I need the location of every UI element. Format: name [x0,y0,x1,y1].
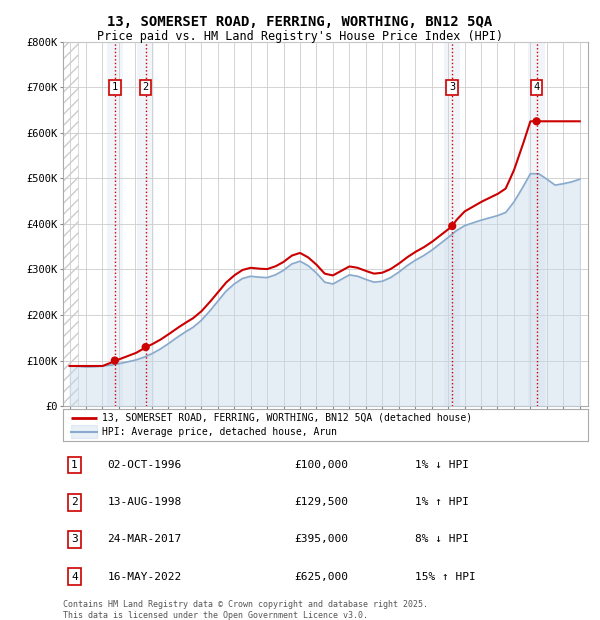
Text: 1% ↑ HPI: 1% ↑ HPI [415,497,469,507]
Text: £395,000: £395,000 [294,534,348,544]
Bar [107,42,123,406]
Text: 4: 4 [71,572,78,582]
Text: £625,000: £625,000 [294,572,348,582]
Text: HPI: Average price, detached house, Arun: HPI: Average price, detached house, Arun [103,427,337,438]
Text: 15% ↑ HPI: 15% ↑ HPI [415,572,476,582]
Text: 13, SOMERSET ROAD, FERRING, WORTHING, BN12 5QA (detached house): 13, SOMERSET ROAD, FERRING, WORTHING, BN… [103,413,473,423]
Text: £100,000: £100,000 [294,460,348,470]
Text: 16-MAY-2022: 16-MAY-2022 [107,572,182,582]
Point [141,342,151,352]
Text: 2: 2 [71,497,78,507]
Bar [137,42,154,406]
Bar [63,42,78,406]
Text: 13, SOMERSET ROAD, FERRING, WORTHING, BN12 5QA: 13, SOMERSET ROAD, FERRING, WORTHING, BN… [107,16,493,30]
Text: £129,500: £129,500 [294,497,348,507]
Text: 3: 3 [449,82,455,92]
Text: Contains HM Land Registry data © Crown copyright and database right 2025.
This d: Contains HM Land Registry data © Crown c… [63,600,428,619]
Text: 8% ↓ HPI: 8% ↓ HPI [415,534,469,544]
Text: 13-AUG-1998: 13-AUG-1998 [107,497,182,507]
Text: Price paid vs. HM Land Registry's House Price Index (HPI): Price paid vs. HM Land Registry's House … [97,30,503,43]
Bar [529,42,545,406]
Point [532,117,541,126]
Point [110,356,119,366]
Text: 2: 2 [143,82,149,92]
Text: 3: 3 [71,534,78,544]
Text: 1% ↓ HPI: 1% ↓ HPI [415,460,469,470]
Text: 02-OCT-1996: 02-OCT-1996 [107,460,182,470]
Point [448,221,457,231]
Text: 1: 1 [71,460,78,470]
Text: 4: 4 [533,82,539,92]
Text: 1: 1 [112,82,118,92]
Text: 24-MAR-2017: 24-MAR-2017 [107,534,182,544]
Bar [444,42,460,406]
